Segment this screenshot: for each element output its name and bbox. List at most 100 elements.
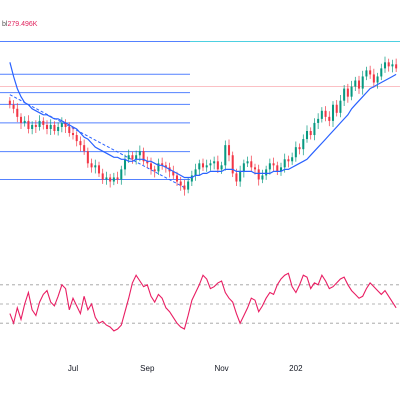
candle-body-37 — [146, 161, 149, 164]
trendline — [9, 94, 185, 189]
candle-body-34 — [135, 155, 138, 160]
candle-body-17 — [71, 133, 75, 136]
candle-body-89 — [339, 100, 342, 113]
candle-body-2 — [16, 108, 19, 117]
candle-body-41 — [161, 163, 164, 166]
candle-body-50 — [194, 169, 197, 176]
candle-body-12 — [53, 124, 56, 131]
candle-body-22 — [90, 163, 93, 168]
candle-body-46 — [179, 181, 182, 186]
candle-body-55 — [213, 161, 216, 164]
candle-body-71 — [272, 163, 275, 166]
candle-body-45 — [175, 175, 179, 182]
candle-body-28 — [112, 177, 115, 182]
candle-body-59 — [227, 145, 231, 156]
candle-body-9 — [42, 120, 45, 125]
x-tick-label-2: Nov — [214, 364, 228, 373]
candle-body-14 — [60, 122, 63, 127]
candle-body-69 — [265, 169, 268, 176]
candle-body-96 — [365, 70, 368, 77]
candle-body-82 — [313, 122, 316, 136]
candle-body-38 — [149, 163, 153, 170]
candle-body-64 — [246, 161, 249, 164]
candle-body-42 — [164, 165, 167, 168]
candle-body-57 — [220, 165, 223, 170]
candle-body-100 — [380, 68, 383, 77]
candle-body-97 — [369, 70, 372, 75]
candle-body-47 — [183, 185, 186, 190]
candle-body-79 — [302, 139, 305, 150]
candle-body-26 — [105, 177, 108, 180]
candle-body-15 — [64, 122, 67, 127]
legend-volume-value: 279.496K — [7, 21, 38, 28]
candle-body-77 — [294, 147, 297, 158]
candle-body-36 — [142, 151, 145, 162]
candle-body-101 — [383, 62, 387, 69]
candle-body-102 — [387, 62, 390, 67]
candle-body-29 — [116, 177, 119, 180]
candle-body-78 — [298, 147, 301, 150]
candle-body-18 — [75, 135, 78, 142]
candle-body-68 — [261, 175, 264, 180]
candle-body-52 — [201, 163, 205, 168]
candle-body-32 — [127, 155, 130, 160]
candle-body-35 — [138, 151, 141, 156]
candle-body-4 — [23, 120, 26, 123]
candle-body-76 — [291, 157, 294, 162]
oscillator-line — [9, 272, 397, 332]
candle-body-84 — [320, 110, 323, 119]
candle-body-94 — [357, 80, 361, 89]
x-tick-label-1: Sep — [140, 364, 155, 373]
candle-body-86 — [328, 116, 331, 121]
candle-body-25 — [101, 173, 104, 180]
candle-body-0 — [8, 100, 11, 105]
candle-body-39 — [153, 169, 156, 172]
candle-body-90 — [343, 88, 346, 101]
candle-body-1 — [12, 104, 15, 109]
candle-body-20 — [83, 145, 86, 152]
candle-body-5 — [27, 120, 30, 129]
candle-body-63 — [242, 163, 245, 172]
moving-average-line — [9, 62, 397, 179]
candle-body-3 — [19, 116, 23, 123]
candle-body-95 — [361, 76, 364, 89]
candle-body-7 — [34, 124, 37, 127]
candle-body-80 — [305, 131, 309, 140]
candle-body-48 — [187, 181, 190, 190]
candle-body-73 — [279, 167, 283, 172]
x-tick-label-3: 202 — [289, 364, 303, 373]
candle-body-87 — [331, 104, 335, 121]
candle-body-58 — [224, 145, 227, 166]
candle-body-67 — [257, 169, 260, 180]
candle-body-40 — [157, 163, 160, 172]
candle-body-85 — [324, 110, 327, 117]
x-tick-label-0: Jul — [68, 364, 78, 373]
candle-body-24 — [97, 165, 101, 174]
candle-body-99 — [376, 76, 379, 83]
candle-body-62 — [239, 171, 242, 182]
candle-body-23 — [94, 165, 97, 168]
candle-body-88 — [335, 104, 338, 113]
candle-body-27 — [109, 177, 112, 182]
candle-body-30 — [120, 169, 123, 180]
candle-body-74 — [283, 159, 286, 168]
candle-body-61 — [235, 173, 238, 182]
candle-body-21 — [86, 151, 89, 164]
candle-body-51 — [198, 163, 201, 170]
candle-body-70 — [268, 163, 271, 170]
candle-body-93 — [354, 80, 357, 87]
candle-body-54 — [209, 163, 212, 166]
candle-body-8 — [38, 120, 41, 127]
candle-body-72 — [276, 165, 279, 172]
candle-body-33 — [131, 155, 134, 160]
candle-body-66 — [253, 167, 257, 170]
candle-body-83 — [317, 118, 320, 123]
candle-body-91 — [346, 88, 349, 97]
candle-body-19 — [79, 141, 82, 146]
candle-body-104 — [395, 64, 398, 69]
candle-body-13 — [57, 126, 60, 131]
candle-body-75 — [287, 159, 290, 162]
candle-body-31 — [123, 159, 127, 170]
